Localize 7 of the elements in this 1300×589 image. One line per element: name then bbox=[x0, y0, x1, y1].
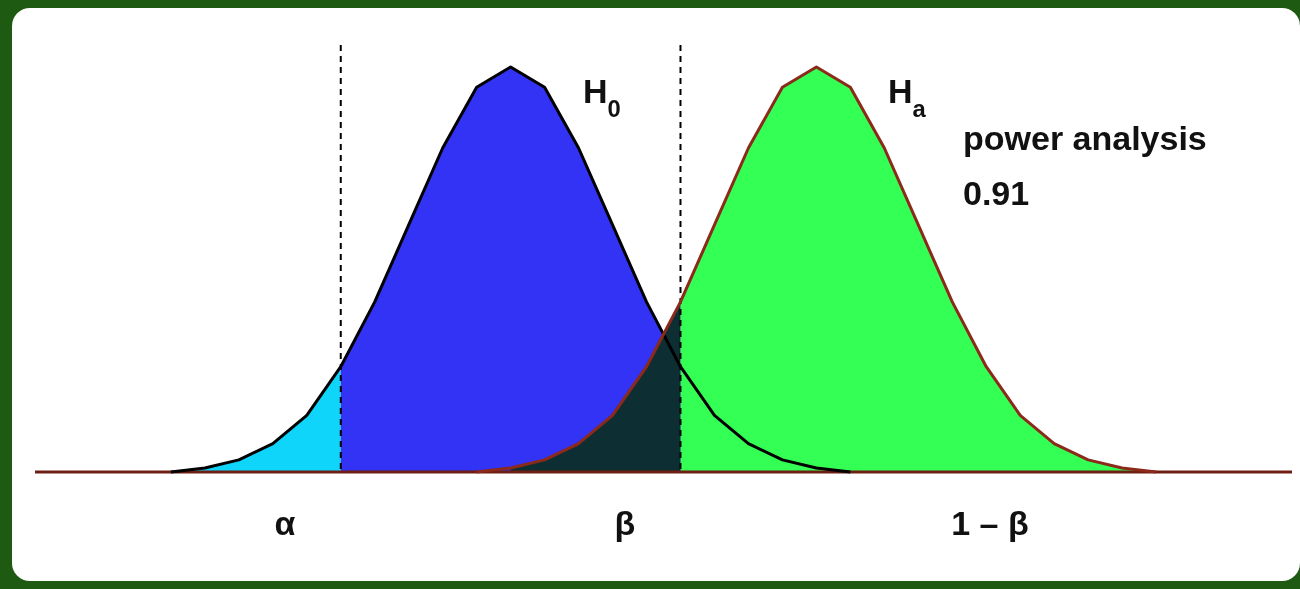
annotation: H$_{0}$ bbox=[583, 72, 621, 122]
annotation: 0.91 bbox=[963, 174, 1030, 212]
text: 1 – β bbox=[951, 504, 1029, 542]
annotation: power analysis bbox=[963, 119, 1207, 157]
text: β bbox=[614, 504, 636, 542]
text: α bbox=[274, 504, 296, 542]
annotation: H$_{a}$ bbox=[888, 72, 927, 122]
